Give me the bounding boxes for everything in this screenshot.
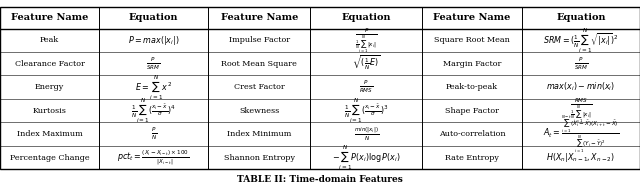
Text: Energy: Energy <box>35 83 64 91</box>
Text: $E = \sum_{i=1}^{N}x^2$: $E = \sum_{i=1}^{N}x^2$ <box>135 73 172 102</box>
Text: Auto-correlation: Auto-correlation <box>438 130 506 138</box>
Text: $H(X_n|X_{n-1}, X_{n-2})$: $H(X_n|X_{n-1}, X_{n-2})$ <box>547 151 615 164</box>
Text: $\frac{P}{SRM}$: $\frac{P}{SRM}$ <box>147 56 161 72</box>
Text: $SRM = (\frac{1}{N}\sum_{i=1}^{N}\sqrt{|x_i|})^2$: $SRM = (\frac{1}{N}\sum_{i=1}^{N}\sqrt{|… <box>543 26 619 55</box>
Text: Impulse Factor: Impulse Factor <box>228 36 290 44</box>
Text: $\frac{1}{N}\sum_{i=1}^{N}(\frac{x_i - \bar{x}}{\sigma})^4$: $\frac{1}{N}\sum_{i=1}^{N}(\frac{x_i - \… <box>131 96 176 125</box>
Bar <box>0 7 640 169</box>
Text: Equation: Equation <box>129 13 179 22</box>
Text: $\frac{P}{RMS}$: $\frac{P}{RMS}$ <box>359 79 374 95</box>
Text: Rate Entropy: Rate Entropy <box>445 154 499 162</box>
Text: Root Mean Square: Root Mean Square <box>221 60 297 68</box>
Text: Feature Name: Feature Name <box>221 13 298 22</box>
Text: Index Minimum: Index Minimum <box>227 130 291 138</box>
Text: $\frac{RMS}{\frac{1}{N}\sum_{i=1}^{N}|x_i|}$: $\frac{RMS}{\frac{1}{N}\sum_{i=1}^{N}|x_… <box>570 96 592 125</box>
Text: $\frac{1}{N}\sum_{i=1}^{N}(\frac{x_i - \bar{x}}{\sigma})^3$: $\frac{1}{N}\sum_{i=1}^{N}(\frac{x_i - \… <box>344 96 388 125</box>
Text: Equation: Equation <box>556 13 605 22</box>
Text: Peak: Peak <box>40 36 60 44</box>
Text: $\frac{min(|x_i|)}{N}$: $\frac{min(|x_i|)}{N}$ <box>354 125 379 143</box>
Text: Margin Factor: Margin Factor <box>443 60 501 68</box>
Text: Index Maximum: Index Maximum <box>17 130 83 138</box>
Text: $\sqrt{(\frac{1}{N}E)}$: $\sqrt{(\frac{1}{N}E)}$ <box>352 54 381 73</box>
Text: Crest Factor: Crest Factor <box>234 83 285 91</box>
Text: Feature Name: Feature Name <box>11 13 88 22</box>
Text: Equation: Equation <box>342 13 391 22</box>
Text: Kurtosis: Kurtosis <box>33 107 67 115</box>
Text: Feature Name: Feature Name <box>433 13 511 22</box>
Text: $\frac{P}{N}$: $\frac{P}{N}$ <box>150 126 157 142</box>
Text: $-\sum_{i=1}^{N}P(x_i)\log P(x_i)$: $-\sum_{i=1}^{N}P(x_i)\log P(x_i)$ <box>332 143 401 172</box>
Text: $A_t = \frac{\sum_{i=1}^{N-t}(X_i-\bar{X})(X_{i+t}-\bar{X})}{\sum_{i=1}^{N}(Y_i-: $A_t = \frac{\sum_{i=1}^{N-t}(X_i-\bar{X… <box>543 114 619 155</box>
Text: Percentage Change: Percentage Change <box>10 154 90 162</box>
Text: Peak-to-peak: Peak-to-peak <box>446 83 498 91</box>
Text: TABLE II: Time-domain Features: TABLE II: Time-domain Features <box>237 175 403 184</box>
Text: $max(x_i) - min(x_i)$: $max(x_i) - min(x_i)$ <box>546 81 616 93</box>
Text: $pct_t = \frac{(X_i - X_{i-t})\times 100}{|X_{i-t}|}$: $pct_t = \frac{(X_i - X_{i-t})\times 100… <box>118 148 189 167</box>
Text: Square Root Mean: Square Root Mean <box>434 36 510 44</box>
Text: Shannon Entropy: Shannon Entropy <box>224 154 294 162</box>
Text: $\frac{P}{\frac{1}{N}\sum_{i=1}^{N}|x_i|}$: $\frac{P}{\frac{1}{N}\sum_{i=1}^{N}|x_i|… <box>355 26 378 55</box>
Text: $P = max(|x_i|)$: $P = max(|x_i|)$ <box>128 34 179 47</box>
Text: $\frac{P}{SRM}$: $\frac{P}{SRM}$ <box>573 56 588 72</box>
Text: Skewness: Skewness <box>239 107 279 115</box>
Text: Clearance Factor: Clearance Factor <box>15 60 84 68</box>
Text: Shape Factor: Shape Factor <box>445 107 499 115</box>
